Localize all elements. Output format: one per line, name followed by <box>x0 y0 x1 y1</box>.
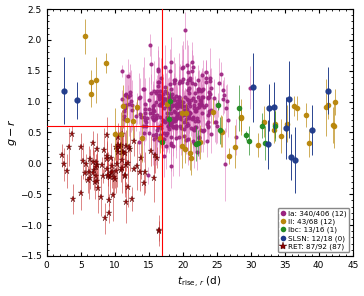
Legend: Ia: 340/406 (12), II: 43/68 (12), Ibc: 13/16 (1), SLSN: 12/18 (0), RET: 87/92 (8: Ia: 340/406 (12), II: 43/68 (12), Ibc: 1… <box>277 208 349 252</box>
X-axis label: $t_{\mathrm{rise,}\,r}$ (d): $t_{\mathrm{rise,}\,r}$ (d) <box>177 275 222 290</box>
Y-axis label: $g - r$: $g - r$ <box>5 119 19 147</box>
